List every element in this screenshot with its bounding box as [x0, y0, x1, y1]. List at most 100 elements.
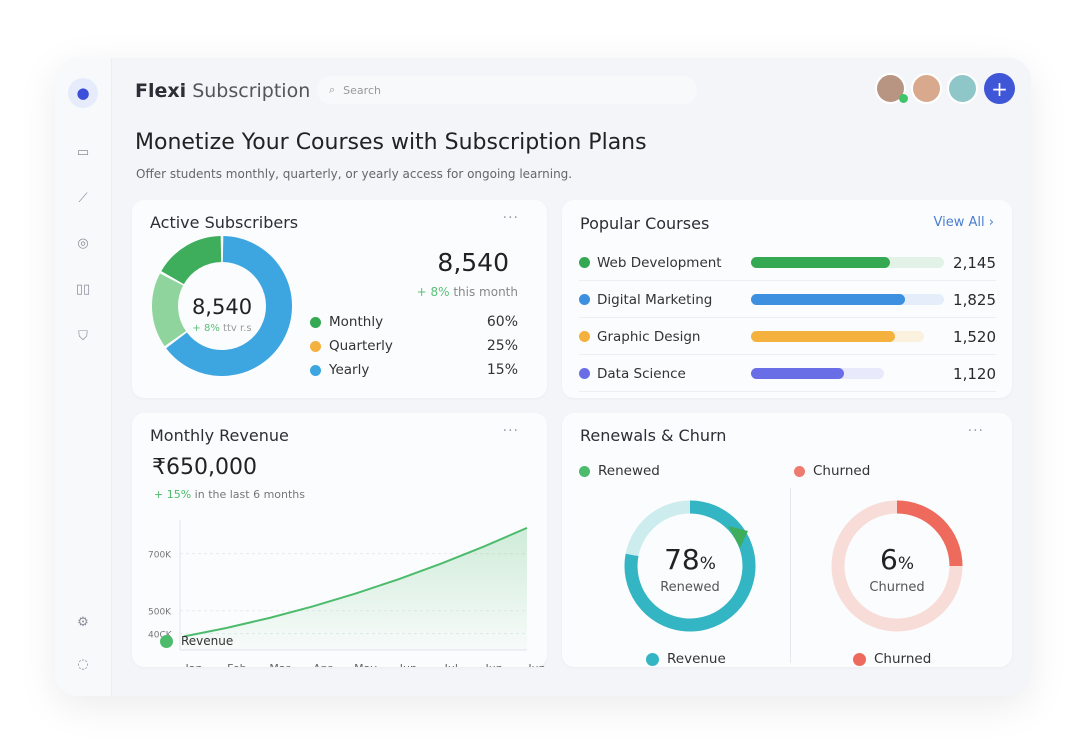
more-icon[interactable]: ··· [502, 423, 519, 439]
course-progress-bar [751, 331, 924, 342]
legend-swatch [853, 652, 866, 666]
course-progress-bar [751, 368, 884, 379]
y-tick-label: 700K [148, 551, 172, 561]
search-icon: ⌕ [329, 83, 336, 96]
course-value: 1,120 [953, 364, 996, 383]
churned-bottom-legend: Churned [853, 651, 931, 667]
course-color-dot [579, 331, 590, 342]
renewed-legend: Renewed [579, 463, 660, 479]
shield-icon[interactable]: ⛉ [78, 328, 88, 344]
legend-swatch [310, 364, 321, 376]
revenue-amount: ₹650,000 [152, 455, 257, 480]
churned-legend: Churned [794, 463, 870, 479]
help-icon[interactable]: ◌ [77, 656, 89, 672]
settings-icon[interactable]: ⚙ [77, 614, 89, 630]
more-icon[interactable]: ··· [967, 423, 984, 439]
revenue-change-value: + 15% [154, 488, 192, 501]
avatar[interactable] [911, 73, 942, 104]
course-value: 2,145 [953, 253, 996, 272]
legend-label: Revenue [667, 651, 726, 667]
add-button[interactable]: + [984, 73, 1015, 104]
renewed-value: 78 [664, 543, 700, 576]
course-value: 1,520 [953, 327, 996, 346]
legend-value: 15% [486, 362, 518, 378]
legend-swatch [794, 465, 805, 477]
center-change-value: + 8% [192, 323, 220, 334]
avatar[interactable] [875, 73, 906, 104]
wallet-icon[interactable]: ▭ [76, 144, 90, 160]
change-value: + 8% [416, 285, 450, 299]
active-subscribers-card: Active Subscribers ··· 8,540 + 8% ttv r.… [132, 200, 547, 398]
view-all-label: View All [933, 215, 985, 230]
card-title: Active Subscribers [150, 213, 299, 232]
churned-percent: 6% [847, 543, 947, 576]
legend-label: Quarterly [329, 338, 393, 354]
subscribers-change: + 8% this month [417, 285, 518, 299]
course-name: Web Development [597, 254, 722, 271]
renewals-churn-card: Renewals & Churn ··· Renewed Churned 78%… [562, 413, 1012, 667]
globe-search-icon[interactable]: ◎ [77, 235, 89, 251]
divider [790, 488, 791, 663]
revenue-bottom-legend: Revenue [646, 651, 726, 667]
view-all-link[interactable]: View All › [934, 215, 994, 230]
course-row[interactable]: Data Science 1,120 [579, 356, 996, 392]
churned-unit: % [897, 554, 914, 574]
bar-chart-icon[interactable]: ▯▯ [75, 281, 91, 297]
search-input[interactable]: ⌕ Search [317, 76, 697, 104]
center-change-label: ttv r.s [223, 323, 252, 334]
course-progress-fill [751, 294, 906, 305]
x-tick-label: May [354, 662, 377, 667]
donut-segment-yearly [166, 236, 292, 376]
course-progress-bar [751, 257, 944, 268]
x-tick-label: Apr [313, 662, 333, 667]
x-tick-label: Jun [527, 662, 545, 667]
subscribers-donut [152, 236, 292, 376]
revenue-change: + 15% in the last 6 months [154, 488, 305, 501]
legend-item: Yearly [310, 362, 369, 378]
renewal-donuts [624, 500, 963, 632]
more-icon[interactable]: ··· [502, 210, 519, 226]
user-icon[interactable]: ● [68, 78, 98, 108]
arrow-icon [728, 526, 748, 548]
x-tick-label: Jun [485, 662, 503, 667]
avatar[interactable] [947, 73, 978, 104]
legend-label: Revenue [181, 634, 234, 648]
card-title: Popular Courses [580, 214, 710, 233]
total-subscribers: 8,540 [437, 248, 509, 277]
course-color-dot [579, 257, 590, 268]
legend-swatch [310, 340, 321, 352]
renewed-percent: 78% [640, 543, 740, 576]
brand-rest: Subscription [192, 80, 311, 102]
page-subtitle: Offer students monthly, quarterly, or ye… [136, 167, 573, 181]
app-window: ● ▭ ⟋ ◎ ▯▯ ⛉ ⚙ ◌ Flexi Subscription ⌕ Sea… [55, 58, 1031, 696]
legend-item: Monthly [310, 314, 383, 330]
online-status [899, 94, 908, 103]
legend-item: Quarterly [310, 338, 393, 354]
legend-swatch [579, 465, 590, 477]
donut-segment-monthly [161, 236, 222, 285]
legend-value: 60% [486, 314, 518, 330]
legend-swatch [646, 652, 659, 666]
course-progress-fill [751, 368, 845, 379]
x-tick-label: Jan [185, 662, 203, 667]
donut-segment-quarterly [152, 273, 187, 347]
course-color-dot [579, 294, 590, 305]
course-progress-fill [751, 257, 890, 268]
page-title: Monetize Your Courses with Subscription … [135, 130, 647, 155]
course-row[interactable]: Graphic Design 1,520 [579, 319, 996, 355]
y-tick-label: 500K [148, 608, 172, 618]
course-row[interactable]: Web Development 2,145 [579, 245, 996, 281]
chevron-right-icon: › [988, 215, 994, 230]
legend-value: 25% [486, 338, 518, 354]
course-row[interactable]: Digital Marketing 1,825 [579, 282, 996, 318]
renewed-unit: % [699, 554, 716, 574]
legend-swatch [160, 634, 173, 648]
donut-center-total: 8,540 [191, 295, 253, 319]
trend-icon[interactable]: ⟋ [78, 190, 88, 206]
brand: Flexi Subscription [135, 80, 310, 102]
churned-donut-arc [896, 500, 963, 567]
sidebar: ● ▭ ⟋ ◎ ▯▯ ⛉ ⚙ ◌ [55, 58, 112, 696]
x-tick-label: Feb [227, 662, 246, 667]
course-progress-fill [751, 331, 895, 342]
churned-label: Churned [869, 580, 925, 595]
